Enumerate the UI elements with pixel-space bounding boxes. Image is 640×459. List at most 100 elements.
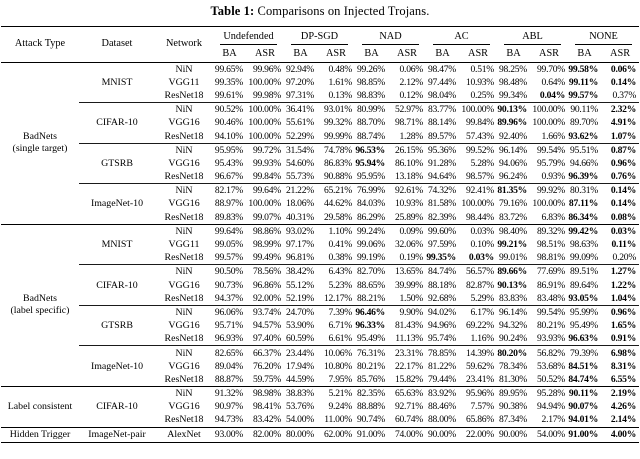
value-cell: 89.66% — [497, 264, 531, 279]
value-cell: 9.24% — [328, 401, 353, 413]
value-cell: 69.22% — [465, 320, 495, 332]
network-cell: VGG11 — [168, 76, 200, 88]
value-cell: 100.00% — [532, 117, 566, 129]
header-group-dp-sgd: DP-SGD — [284, 26, 356, 45]
table-row: VGG16 90.46% 100.00% 55.61% 99.32% 88.70% 98.7… — [1, 116, 639, 129]
value-cell: 90.88% — [323, 171, 353, 183]
value-cell: 99.32% — [323, 117, 353, 129]
value-cell: 98.47% — [427, 63, 457, 75]
value-cell: 1.66% — [541, 130, 566, 142]
value-cell: 92.00% — [252, 292, 282, 304]
value-cell: 93.00% — [213, 426, 246, 444]
value-cell: 7.95% — [328, 373, 353, 385]
value-cell: 0.14% — [610, 76, 637, 88]
value-cell: 2.32% — [601, 102, 640, 117]
table-row: GTSRB NiN 95.95% 99.72% 31.54% 74.78% 96.53% 26… — [1, 142, 640, 184]
value-cell: 96.93% — [214, 333, 243, 345]
value-cell: 96.81% — [285, 252, 315, 264]
dataset-cell: MNIST — [101, 76, 133, 88]
value-cell: 98.81% — [536, 252, 566, 264]
header-ba: BA — [497, 45, 531, 63]
value-cell: 98.63% — [569, 239, 599, 251]
value-cell: 94.66% — [569, 157, 599, 169]
value-cell: 0.76% — [610, 171, 637, 183]
value-cell: 100.00% — [459, 102, 498, 117]
network-cell: AlexNet — [155, 426, 213, 444]
value-cell: 95.49% — [356, 333, 386, 345]
table-row: ResNet18 99.61% 99.98% 97.31% 0.13% 98.83% 0.1… — [1, 89, 639, 103]
value-cell: 89.96% — [497, 117, 528, 129]
network-cell: ResNet18 — [164, 292, 204, 304]
value-cell: 90.46% — [214, 117, 243, 129]
value-cell: 96.39% — [568, 171, 599, 183]
value-cell: 52.97% — [388, 102, 427, 117]
value-cell: 100.00% — [461, 198, 495, 210]
value-cell: 0.09% — [388, 223, 427, 238]
table-row: BadNets (single target) MNIST NiN 99.65% 99.… — [1, 62, 639, 155]
table-row: Label consistent CIFAR-10 NiN 91.32% 98.98% 3… — [1, 386, 640, 428]
value-cell: 0.14% — [601, 183, 640, 198]
value-cell: 98.98% — [246, 386, 285, 401]
value-cell: 100.00% — [248, 198, 282, 210]
value-cell: 22.00% — [459, 426, 498, 444]
value-cell: 40.31% — [285, 211, 315, 223]
value-cell: 99.70% — [536, 63, 566, 75]
value-cell: 7.39% — [317, 304, 356, 320]
value-cell: 92.94% — [285, 63, 315, 75]
value-cell: 95.36% — [426, 142, 460, 157]
value-cell: 2.17% — [541, 414, 566, 426]
value-cell: 95.49% — [569, 320, 599, 332]
value-cell: 31.54% — [284, 142, 318, 157]
value-cell: 91.00% — [355, 426, 389, 444]
table-row: ResNet18 99.57% 99.49% 96.81% 0.38% 99.19% 0.1… — [1, 251, 639, 265]
value-cell: 74.78% — [317, 142, 356, 157]
value-cell: 5.28% — [470, 157, 495, 169]
value-cell: 23.31% — [388, 345, 427, 360]
value-cell: 87.11% — [568, 198, 599, 210]
value-cell: 84.74% — [426, 264, 460, 279]
value-cell: 86.91% — [536, 279, 566, 291]
value-cell: 0.37% — [612, 89, 637, 101]
value-cell: 1.07% — [610, 130, 637, 142]
value-cell: 91.00% — [568, 426, 602, 444]
value-cell: 100.00% — [246, 102, 285, 117]
table-row: VGG16 89.04% 76.20% 17.94% 10.80% 80.21% 22.17… — [1, 360, 639, 373]
value-cell: 90.97% — [214, 401, 243, 413]
value-cell: 88.14% — [427, 117, 457, 129]
attack-type-cell: BadNets (single target) — [12, 130, 68, 155]
value-cell: 86.10% — [394, 157, 424, 169]
value-cell: 99.26% — [356, 63, 386, 75]
value-cell: 84.51% — [568, 360, 599, 372]
value-cell: 83.42% — [252, 414, 282, 426]
value-cell: 1.16% — [470, 333, 495, 345]
value-cell: 0.11% — [611, 239, 637, 251]
value-cell: 95.71% — [214, 320, 243, 332]
value-cell: 60.74% — [394, 414, 424, 426]
value-cell: 76.31% — [355, 345, 389, 360]
value-cell: 1.04% — [610, 292, 637, 304]
value-cell: 88.18% — [427, 279, 457, 291]
value-cell: 83.77% — [426, 102, 460, 117]
value-cell: 99.93% — [252, 157, 282, 169]
value-cell: 81.43% — [394, 320, 424, 332]
value-cell: 100.00% — [248, 117, 282, 129]
value-cell: 0.64% — [541, 76, 566, 88]
header-attack-type: Attack Type — [1, 26, 79, 63]
value-cell: 10.93% — [465, 76, 495, 88]
value-cell: 53.68% — [536, 360, 566, 372]
value-cell: 18.06% — [285, 198, 315, 210]
value-cell: 57.43% — [465, 130, 495, 142]
value-cell: 99.24% — [355, 223, 389, 238]
value-cell: 0.03% — [459, 223, 498, 238]
value-cell: 95.28% — [530, 386, 569, 401]
value-cell: 82.00% — [246, 426, 285, 444]
header-dataset: Dataset — [79, 26, 155, 63]
network-cell: NiN — [155, 264, 213, 279]
value-cell: 6.83% — [541, 211, 566, 223]
value-cell: 79.39% — [568, 345, 602, 360]
network-cell: VGG16 — [168, 198, 200, 210]
value-cell: 59.62% — [465, 360, 495, 372]
value-cell: 50.52% — [536, 373, 566, 385]
value-cell: 80.31% — [568, 183, 602, 198]
value-cell: 11.00% — [324, 414, 353, 426]
